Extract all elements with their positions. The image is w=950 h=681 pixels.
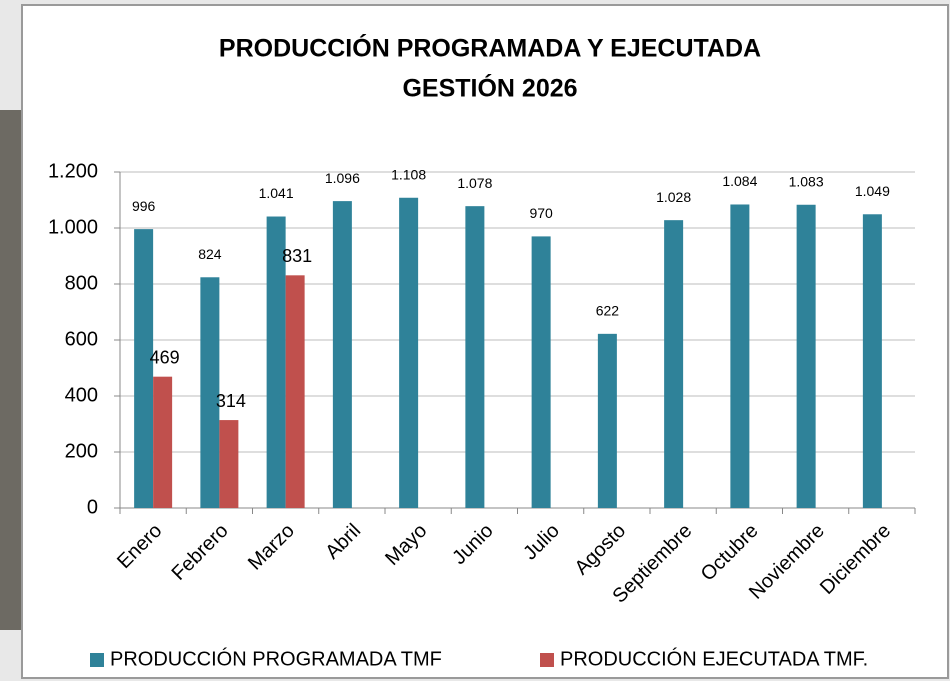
bar: [598, 334, 617, 508]
bar: [863, 214, 882, 508]
value-label: 824: [198, 246, 222, 262]
value-label: 469: [150, 347, 180, 367]
value-label: 1.078: [457, 175, 492, 191]
bar: [286, 275, 305, 508]
chart-title: PRODUCCIÓN PROGRAMADA Y EJECUTADA: [219, 33, 761, 63]
value-label: 1.096: [325, 170, 360, 186]
bar: [219, 420, 238, 508]
bar: [664, 220, 683, 508]
value-label: 314: [216, 391, 246, 411]
y-tick-label: 1.200: [48, 160, 98, 182]
y-tick-label: 200: [65, 440, 98, 462]
bar: [730, 204, 749, 508]
value-label: 1.083: [789, 173, 824, 189]
bar: [399, 198, 418, 508]
y-tick-label: 1.000: [48, 216, 98, 238]
value-label: 1.084: [722, 173, 757, 189]
value-label: 1.049: [855, 183, 890, 199]
y-tick-label: 600: [65, 328, 98, 350]
value-label: 1.108: [391, 166, 426, 182]
legend-label: PRODUCCIÓN EJECUTADA TMF.: [560, 647, 868, 670]
value-label: 831: [282, 246, 312, 266]
chart-subtitle: GESTIÓN 2026: [402, 73, 577, 103]
y-tick-label: 0: [87, 496, 98, 518]
value-label: 622: [596, 303, 620, 319]
y-tick-label: 800: [65, 272, 98, 294]
y-tick-label: 400: [65, 384, 98, 406]
value-label: 1.028: [656, 189, 691, 205]
legend-swatch: [540, 653, 554, 667]
bar: [333, 201, 352, 508]
bar: [134, 229, 153, 508]
legend-swatch: [90, 653, 104, 667]
bar: [532, 236, 551, 508]
chart: PRODUCCIÓN PROGRAMADA Y EJECUTADA GESTIÓ…: [0, 0, 950, 681]
bar: [797, 205, 816, 508]
bar: [153, 377, 172, 508]
value-label: 970: [529, 205, 553, 221]
bar: [465, 206, 484, 508]
value-label: 1.041: [259, 185, 294, 201]
value-label: 996: [132, 198, 156, 214]
legend-label: PRODUCCIÓN PROGRAMADA TMF: [110, 647, 442, 670]
background-photo: [0, 110, 22, 630]
